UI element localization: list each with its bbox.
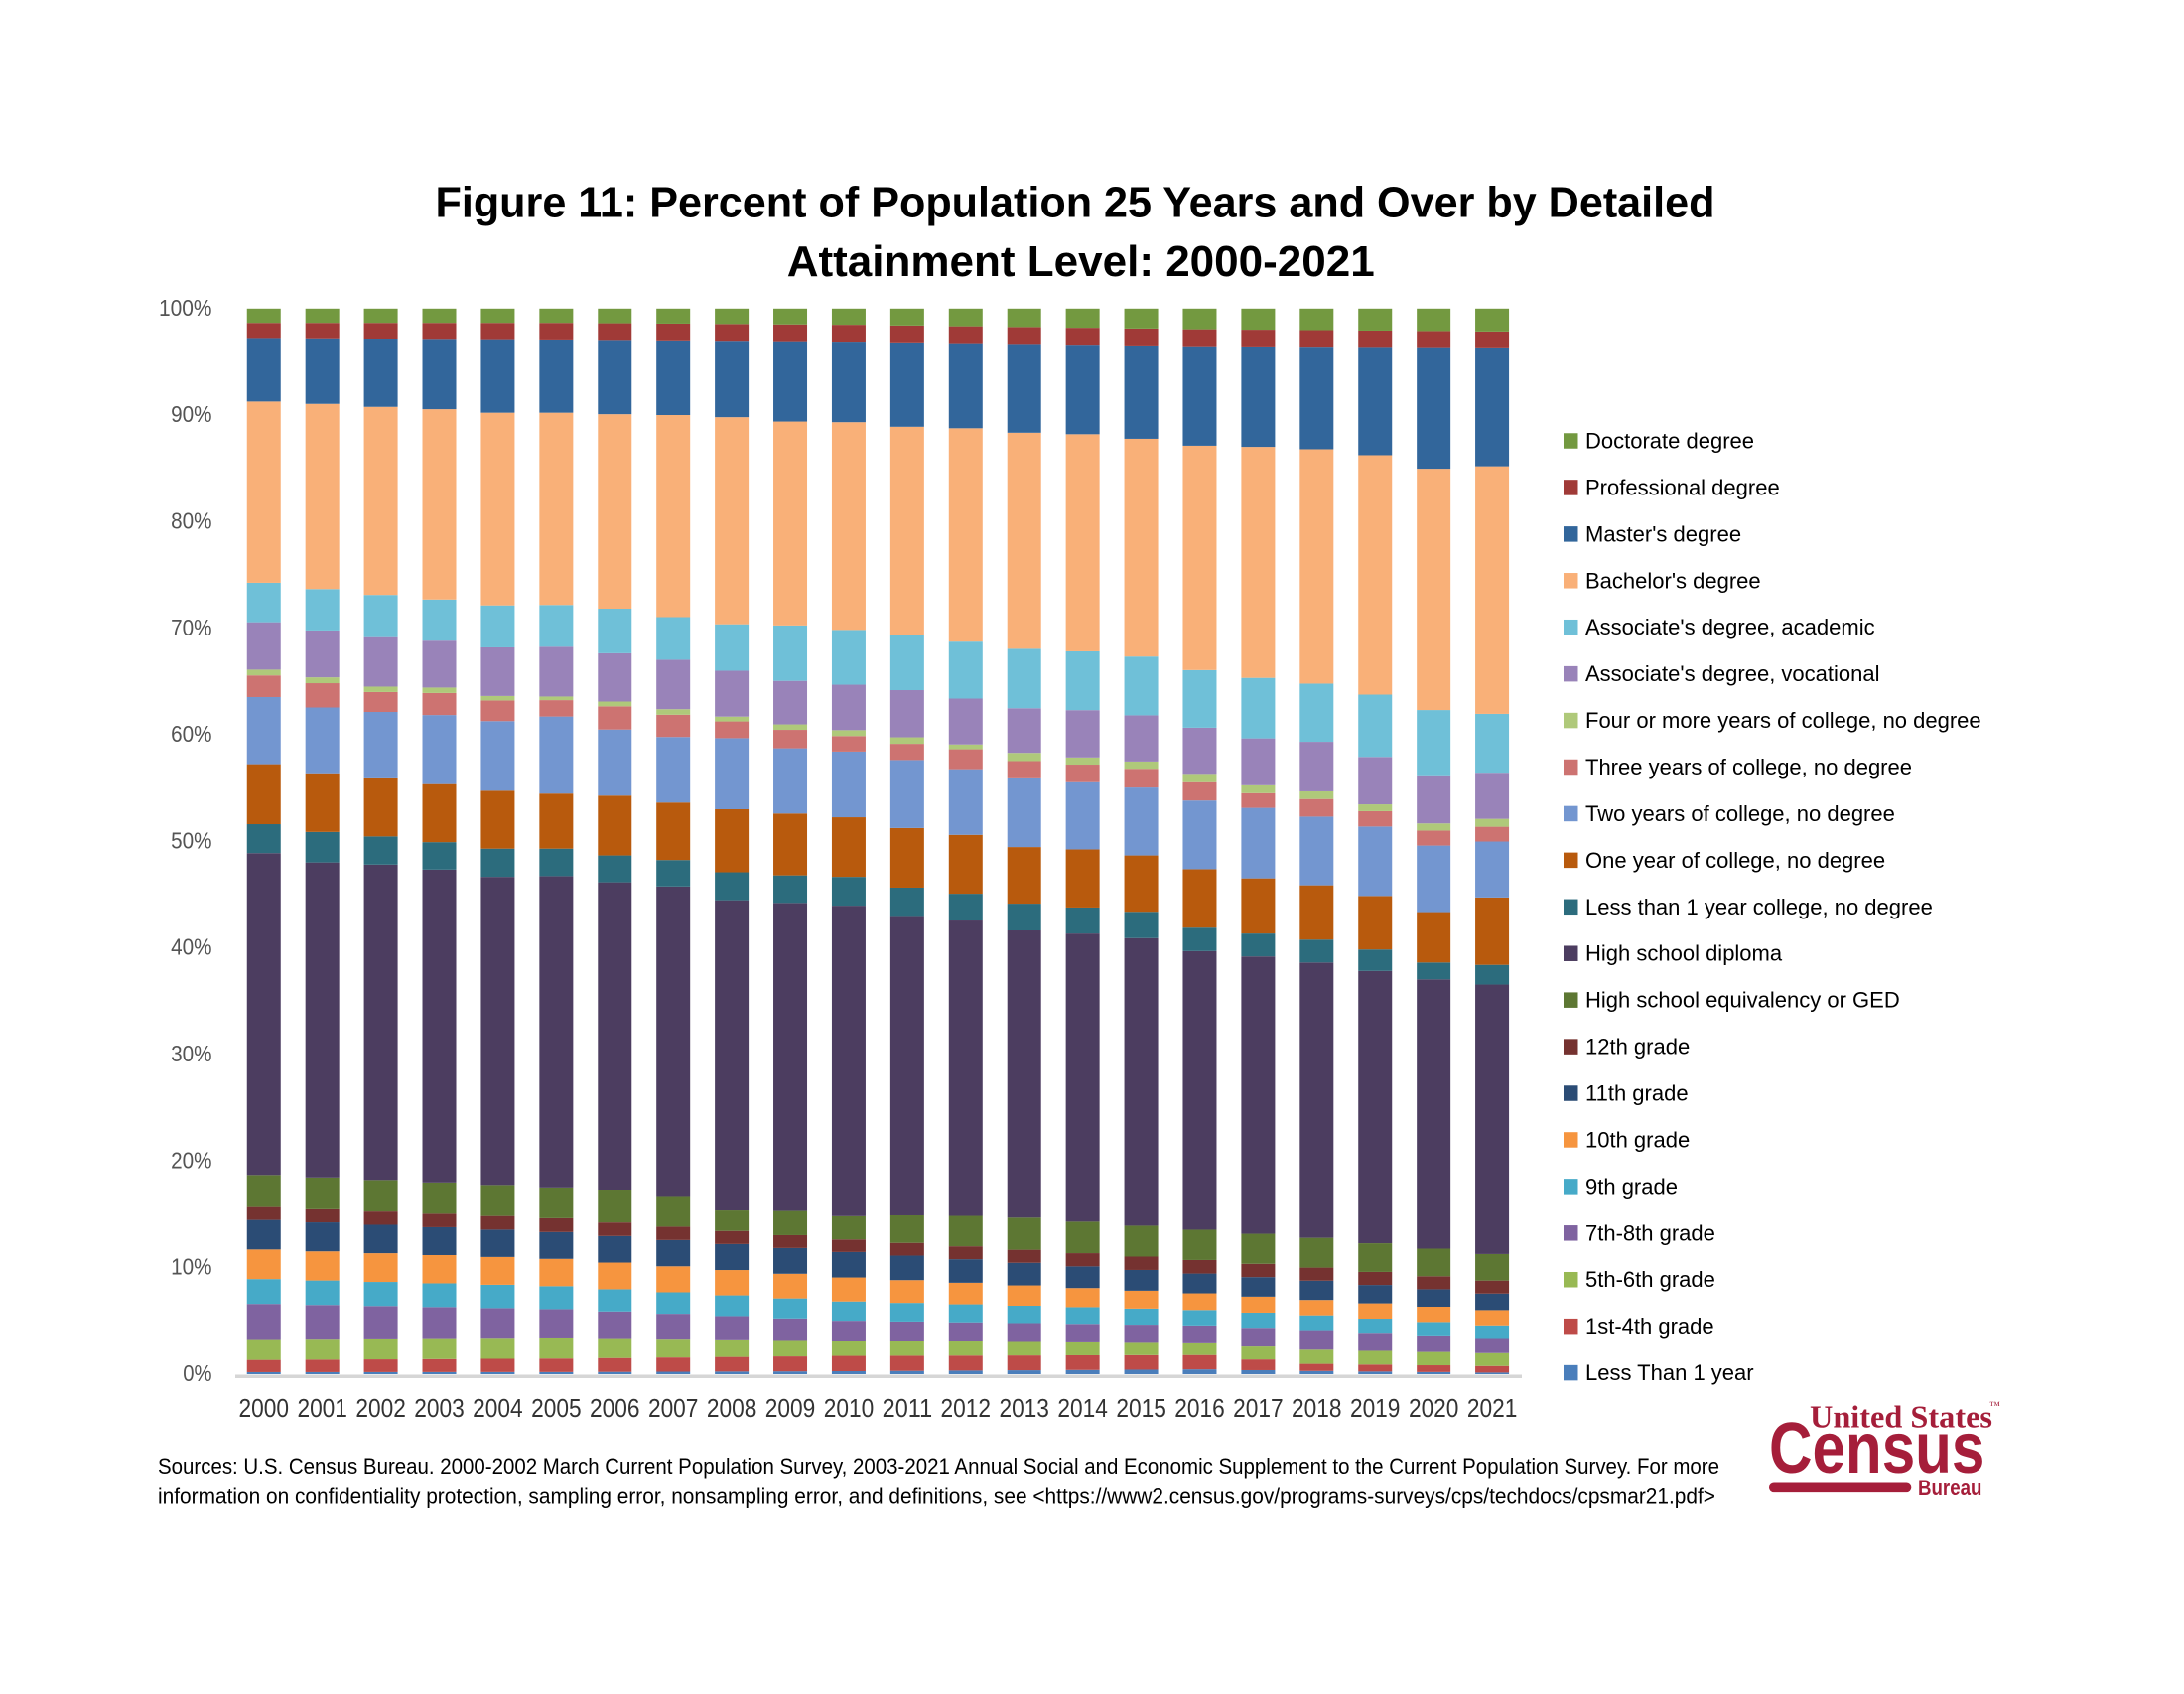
svg-text:1st-4th grade: 1st-4th grade: [1585, 1314, 1714, 1339]
svg-text:Four or more years of college,: Four or more years of college, no degree: [1585, 708, 1981, 733]
svg-text:12th grade: 12th grade: [1585, 1035, 1690, 1059]
svg-text:2020: 2020: [1409, 1393, 1459, 1423]
svg-text:2017: 2017: [1233, 1393, 1284, 1423]
svg-text:11th grade: 11th grade: [1585, 1081, 1689, 1106]
svg-text:Less than 1 year college, no d: Less than 1 year college, no degree: [1585, 895, 1933, 919]
svg-text:2014: 2014: [1057, 1393, 1108, 1423]
svg-text:2000: 2000: [239, 1393, 290, 1423]
svg-text:2011: 2011: [883, 1393, 933, 1423]
svg-text:60%: 60%: [171, 721, 211, 747]
svg-text:5th-6th grade: 5th-6th grade: [1585, 1267, 1715, 1292]
svg-text:40%: 40%: [171, 934, 211, 960]
svg-text:70%: 70%: [171, 615, 211, 640]
svg-text:Bureau: Bureau: [1918, 1476, 1981, 1500]
svg-text:Figure 11: Percent of Populati: Figure 11: Percent of Population 25 Year…: [436, 179, 1715, 227]
svg-text:2015: 2015: [1116, 1393, 1166, 1423]
svg-text:Less Than 1 year: Less Than 1 year: [1585, 1360, 1754, 1385]
svg-text:2021: 2021: [1467, 1393, 1518, 1423]
svg-text:Doctorate degree: Doctorate degree: [1585, 429, 1754, 454]
svg-text:information on confidentiality: information on confidentiality protectio…: [158, 1484, 1715, 1509]
svg-text:Two years of college, no degre: Two years of college, no degree: [1585, 801, 1895, 826]
svg-text:2006: 2006: [590, 1393, 640, 1423]
svg-text:2002: 2002: [355, 1393, 406, 1423]
svg-text:Attainment Level: 2000-2021: Attainment Level: 2000-2021: [787, 237, 1375, 286]
svg-text:7th-8th grade: 7th-8th grade: [1585, 1220, 1715, 1245]
svg-text:Bachelor's degree: Bachelor's degree: [1585, 568, 1761, 593]
svg-text:Associate's degree, academic: Associate's degree, academic: [1585, 615, 1875, 639]
svg-text:2004: 2004: [473, 1393, 523, 1423]
svg-text:2005: 2005: [531, 1393, 582, 1423]
svg-text:2012: 2012: [941, 1393, 992, 1423]
svg-text:Census: Census: [1769, 1409, 1984, 1488]
svg-text:High school diploma: High school diploma: [1585, 941, 1783, 966]
svg-text:Master's degree: Master's degree: [1585, 521, 1741, 546]
svg-text:Sources: U.S. Census Bureau.: Sources: U.S. Census Bureau. 2000-2002 M…: [158, 1454, 1719, 1479]
svg-text:10%: 10%: [171, 1254, 211, 1280]
svg-text:United States: United States: [1810, 1399, 1992, 1435]
svg-text:One year of college, no degree: One year of college, no degree: [1585, 848, 1885, 873]
svg-text:2007: 2007: [648, 1393, 699, 1423]
svg-text:80%: 80%: [171, 507, 211, 533]
svg-text:0%: 0%: [183, 1360, 211, 1386]
svg-text:2013: 2013: [999, 1393, 1049, 1423]
svg-text:2009: 2009: [765, 1393, 816, 1423]
svg-text:20%: 20%: [171, 1147, 211, 1173]
svg-text:2018: 2018: [1292, 1393, 1342, 1423]
svg-text:2003: 2003: [414, 1393, 465, 1423]
svg-text:10th grade: 10th grade: [1585, 1127, 1690, 1152]
svg-text:50%: 50%: [171, 827, 211, 853]
svg-text:90%: 90%: [171, 401, 211, 427]
svg-text:2001: 2001: [297, 1393, 347, 1423]
svg-text:™: ™: [1989, 1400, 2000, 1412]
svg-text:2016: 2016: [1174, 1393, 1225, 1423]
svg-text:100%: 100%: [159, 295, 212, 321]
svg-text:Three years of college, no deg: Three years of college, no degree: [1585, 755, 1912, 779]
svg-text:High school equivalency or GED: High school equivalency or GED: [1585, 988, 1900, 1013]
svg-text:2019: 2019: [1350, 1393, 1401, 1423]
svg-text:30%: 30%: [171, 1041, 211, 1066]
svg-text:Associate's degree, vocational: Associate's degree, vocational: [1585, 661, 1879, 686]
svg-text:2008: 2008: [707, 1393, 757, 1423]
svg-text:Professional degree: Professional degree: [1585, 475, 1780, 499]
svg-text:9th grade: 9th grade: [1585, 1174, 1678, 1199]
svg-text:2010: 2010: [824, 1393, 875, 1423]
